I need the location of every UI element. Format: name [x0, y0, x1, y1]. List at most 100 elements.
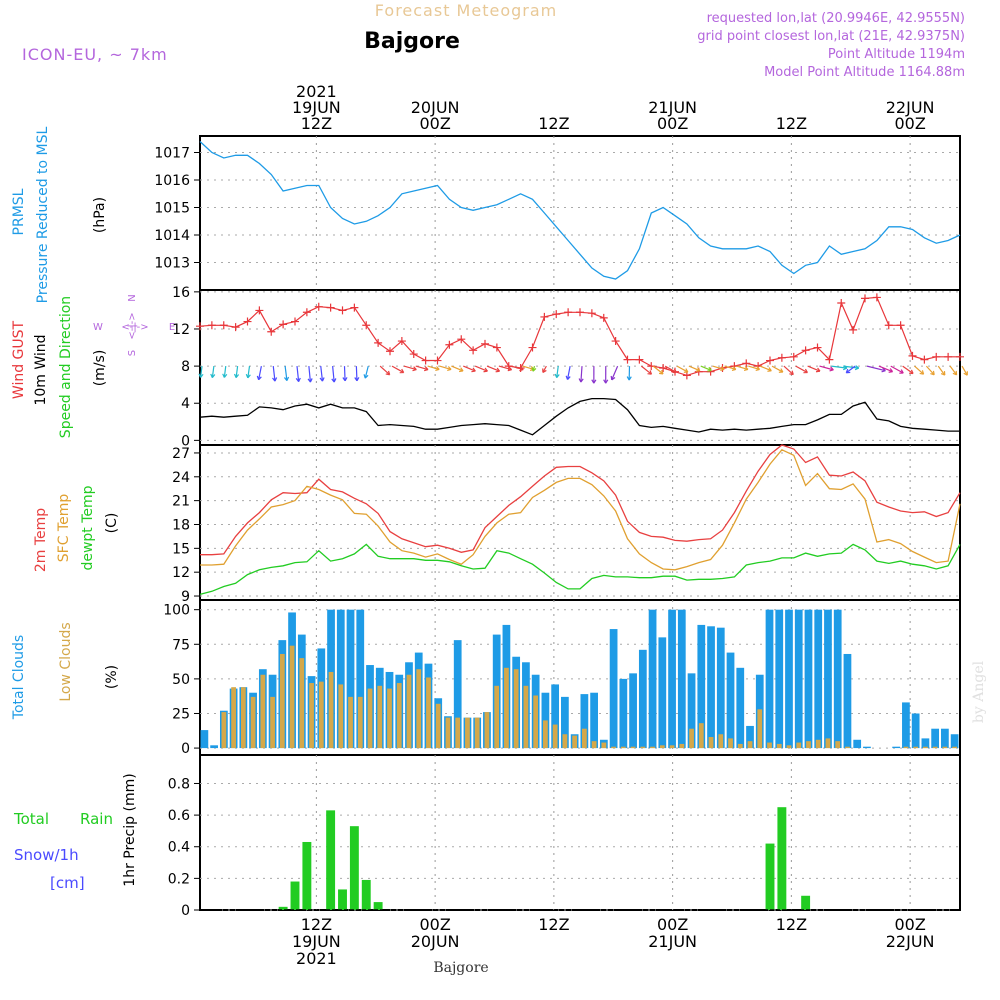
- total-cloud-bar: [638, 649, 647, 749]
- compass-north: N: [127, 294, 138, 301]
- wind-arrow-head: [731, 366, 737, 372]
- total-cloud-bar: [356, 609, 365, 749]
- wind-arrow: [566, 365, 571, 380]
- gust-marker: [314, 302, 323, 311]
- low-cloud-bar: [289, 645, 295, 749]
- y-tick-label: 0.4: [168, 840, 190, 856]
- precip-unit-label: 1hr Precip (mm): [122, 773, 138, 886]
- bottom-tick-label: 12Z: [301, 915, 332, 934]
- wind-arrow-head: [435, 366, 440, 372]
- low-cloud-bar: [465, 717, 470, 749]
- model-label: ICON-EU, ~ 7km: [22, 45, 168, 64]
- y-tick-label: 15: [172, 541, 190, 557]
- wind-arrow: [640, 365, 652, 375]
- bottom-tick-label: 00Z: [657, 915, 688, 934]
- total-cloud-bar: [902, 702, 910, 749]
- gust-marker: [457, 335, 466, 344]
- total-cloud-bar: [814, 609, 823, 749]
- y-tick-label: 4: [181, 396, 190, 412]
- wind-arrow: [783, 365, 794, 375]
- wind-arrow: [403, 365, 417, 371]
- y-tick-label: 18: [172, 517, 190, 533]
- gust-marker: [777, 353, 786, 362]
- total-cloud-bar: [687, 673, 696, 749]
- wind-arrow: [807, 365, 821, 372]
- prmsl-label: PRMSL: [11, 188, 27, 235]
- low-cloud-bar: [572, 735, 577, 749]
- low-cloud-bar: [299, 658, 305, 749]
- series-line: [199, 397, 960, 436]
- wind-arrow-head: [610, 375, 616, 381]
- gust-marker: [386, 347, 394, 356]
- compass-rose: N S W E <-|-> <-|->: [93, 294, 175, 356]
- total-cloud-bar: [794, 609, 803, 749]
- wind-arrow: [272, 366, 276, 382]
- total-cloud-bar: [551, 684, 560, 749]
- wind-arrow: [819, 365, 834, 371]
- total-cloud-bar: [697, 624, 706, 749]
- gust-marker: [362, 321, 371, 330]
- low-cloud-bar: [737, 743, 743, 749]
- wind-arrow-head: [888, 368, 894, 373]
- wind-arrow: [845, 365, 856, 374]
- bottom-tick-label: 12Z: [538, 915, 569, 934]
- top-tick-label: 00Z: [419, 114, 450, 133]
- gust-marker: [219, 321, 228, 330]
- wind-arrow-head: [803, 368, 808, 374]
- gust-marker: [635, 355, 644, 364]
- low-cloud-bar: [903, 746, 909, 749]
- total-cloud-bar: [346, 609, 355, 749]
- wind-arrow: [556, 366, 559, 378]
- y-tick-label: 75: [172, 637, 190, 653]
- wind-arrow: [308, 366, 312, 383]
- wind-arrow-head: [245, 373, 251, 379]
- low-cloud-bar: [231, 687, 236, 749]
- low-clouds-label: Low Clouds: [58, 622, 74, 701]
- bottom-tick-label: 00Z: [419, 915, 450, 934]
- y-tick-label: 24: [172, 470, 190, 486]
- rain-bar: [777, 807, 787, 910]
- wind-arrow-head: [829, 366, 834, 372]
- point-altitude: Point Altitude 1194m: [828, 47, 965, 62]
- total-cloud-bar: [765, 609, 774, 749]
- y-tick-label: 27: [172, 446, 190, 462]
- low-cloud-bar: [796, 742, 802, 749]
- gust-marker: [742, 359, 751, 368]
- low-cloud-bar: [591, 741, 597, 749]
- wind-arrow: [831, 365, 847, 369]
- wind-arrow-head: [845, 368, 851, 374]
- total-cloud-bar: [843, 653, 852, 749]
- wind-arrow-head: [767, 367, 772, 372]
- wind-arrow: [676, 365, 689, 373]
- low-cloud-bar: [309, 683, 314, 749]
- wind-arrow-head: [683, 368, 689, 373]
- bottom-tick-label: 20JUN: [411, 932, 460, 951]
- gust-marker: [944, 352, 953, 361]
- bottom-tick-label: 22JUN: [886, 932, 935, 951]
- low-cloud-bar: [533, 695, 539, 749]
- wind-arrow-head: [458, 367, 464, 373]
- gust-marker: [623, 355, 632, 364]
- wind-arrow-head: [447, 366, 452, 372]
- top-tick-label: 00Z: [894, 114, 925, 133]
- total-cloud-bar: [609, 629, 618, 749]
- low-cloud-bar: [348, 696, 353, 749]
- low-cloud-bar: [260, 674, 266, 749]
- low-cloud-bar: [776, 743, 782, 749]
- compass-east: E: [169, 322, 175, 333]
- wind-arrow: [498, 365, 512, 371]
- wind-arrow: [379, 365, 391, 376]
- y-tick-label: 12: [172, 565, 190, 581]
- wind-arrow: [200, 366, 203, 378]
- wind-arrow: [843, 365, 859, 369]
- snow-unit-label: [cm]: [50, 874, 85, 892]
- wind-arrow-head: [909, 369, 914, 375]
- total-cloud-bar: [911, 713, 920, 749]
- footer-location: Bajgore: [433, 960, 488, 976]
- wind-arrow: [355, 366, 358, 381]
- low-cloud-bar: [455, 717, 461, 749]
- total-cloud-bar: [561, 696, 569, 749]
- wind-arrow-head: [210, 373, 216, 379]
- wind-arrow-head: [542, 368, 547, 373]
